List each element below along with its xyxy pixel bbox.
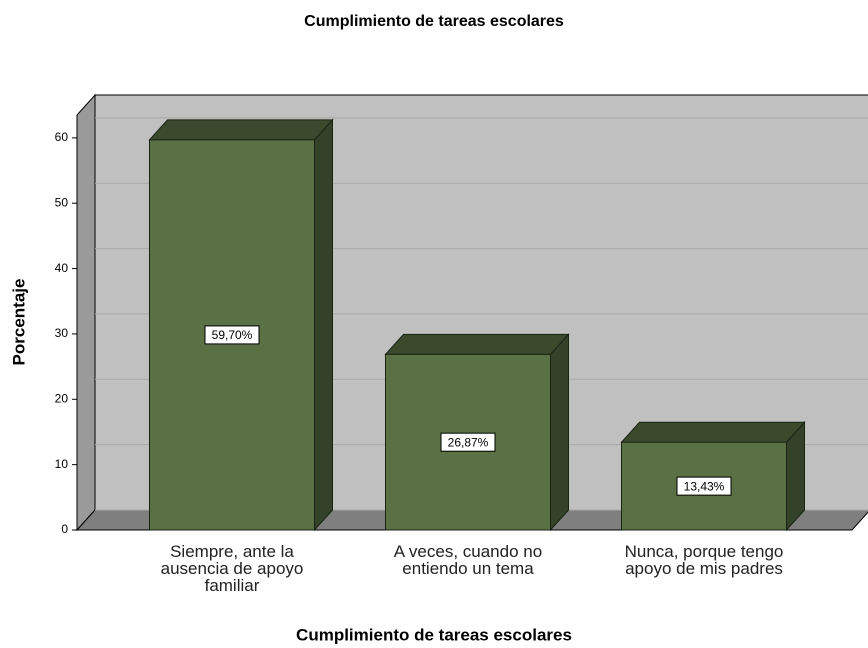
value-label: 26,87% — [448, 435, 489, 449]
x-tick-label: A veces, cuando no entiendo un tema — [393, 542, 543, 578]
y-tick-label: 0 — [61, 522, 68, 536]
value-label-box — [676, 476, 732, 496]
value-label: 59,70% — [212, 328, 253, 342]
y-axis-label: Porcentaje — [9, 279, 28, 366]
y-tick-label: 40 — [55, 261, 69, 275]
bar-top — [384, 333, 570, 355]
bar-top — [148, 119, 334, 141]
left-wall — [76, 93, 96, 532]
value-label-box — [204, 325, 260, 345]
value-label-box — [440, 432, 496, 452]
y-tick-label: 30 — [55, 326, 69, 340]
bar-group: 13,43% — [620, 420, 806, 532]
y-tick-label: 60 — [55, 130, 69, 144]
value-label: 13,43% — [684, 479, 725, 493]
x-axis-label: Cumplimiento de tareas escolares — [296, 625, 572, 644]
x-tick-label: Siempre, ante la ausencia de apoyo famil… — [160, 542, 304, 595]
bar-side — [550, 333, 569, 532]
chart-title: Cumplimiento de tareas escolares — [304, 13, 564, 30]
y-tick-label: 10 — [55, 457, 69, 471]
bar-side — [314, 118, 333, 532]
x-tick-label: Nunca, porque tengo apoyo de mis padres — [624, 542, 784, 578]
bar-group: 59,70% — [148, 118, 334, 532]
y-tick-label: 20 — [55, 391, 69, 405]
bar-top — [620, 421, 806, 443]
bar-group: 26,87% — [384, 333, 570, 532]
y-tick-label: 50 — [55, 195, 69, 209]
